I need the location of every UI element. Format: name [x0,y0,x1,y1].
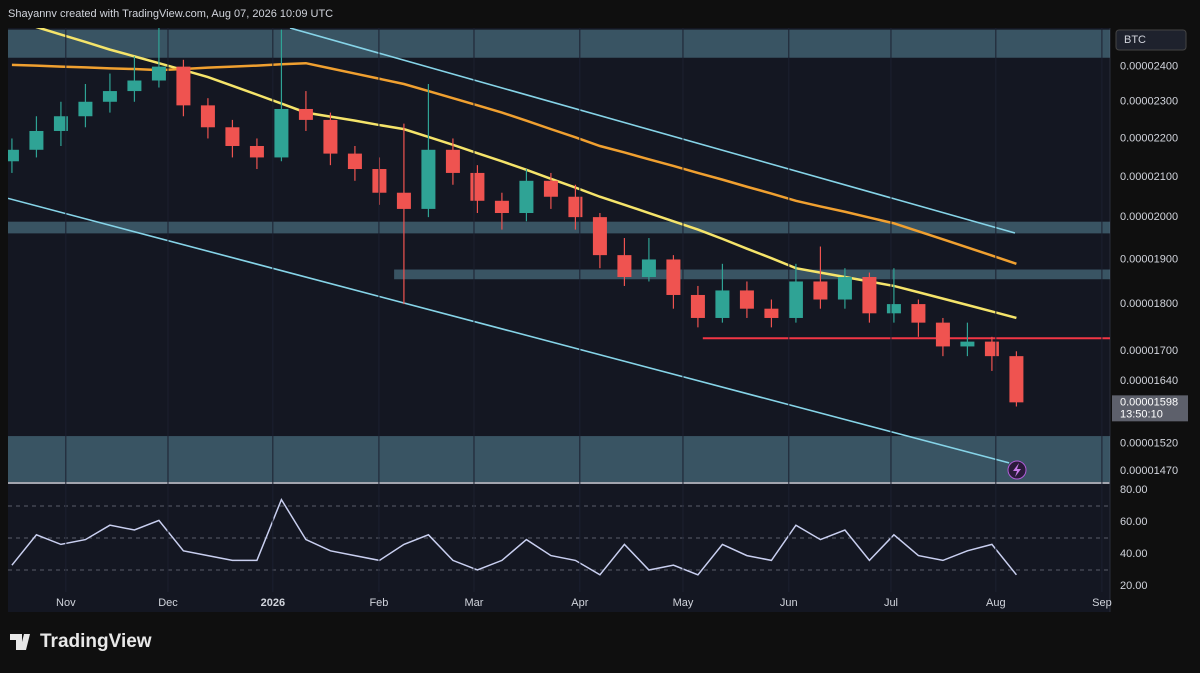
candle-body [911,304,926,323]
brand: TradingView [40,631,152,652]
x-tick-label: Jul [884,597,898,609]
zone [8,29,1110,58]
rsi-tick-label: 80.00 [1120,484,1148,496]
x-tick-label: Nov [56,597,76,609]
brand-logo [10,634,30,650]
candle-body [666,259,681,295]
candle-body [78,101,93,117]
candle-body [323,119,338,154]
candle-body [225,127,240,146]
x-tick-label: Aug [986,597,1006,609]
symbol-box [1115,29,1187,51]
candle-body [543,180,558,197]
candle-body [739,290,754,309]
y-tick-label: 0.00001800 [1120,298,1178,310]
zone [8,436,1110,482]
y-tick-label: 0.00002300 [1120,96,1178,108]
price-box [1112,395,1188,422]
symbol-label: BTC [1124,34,1146,46]
header: Shayannv created with TradingView.com, A… [8,8,333,20]
candle-body [200,105,215,128]
x-tick-label: Apr [571,597,588,609]
candle-body [421,149,436,209]
candle-body [176,66,191,106]
candle-body [813,281,828,300]
y-tick-label: 0.00001640 [1120,375,1178,387]
rsi-tick-label: 20.00 [1120,580,1148,592]
candle-body [519,180,534,214]
candle-body [8,149,19,162]
candle-body [249,145,264,158]
y-tick-label: 0.00002100 [1120,171,1178,183]
candle-body [788,281,803,318]
candle-body [151,66,166,81]
candle-body [935,322,950,347]
x-tick-label: Mar [465,597,484,609]
candle-body [617,255,632,278]
chart-bg [8,28,1110,612]
x-tick-label: Sep [1092,597,1112,609]
alert-bolt [1013,463,1021,477]
y-tick-label: 0.00001900 [1120,253,1178,265]
x-tick-label: Feb [369,597,388,609]
y-tick-label: 0.00002200 [1120,132,1178,144]
candle-body [347,153,362,170]
rsi-tick-label: 40.00 [1120,548,1148,560]
candle-body [29,130,44,150]
countdown: 13:50:10 [1120,408,1163,420]
candle-body [568,196,583,218]
rsi-line [11,497,1017,576]
candle-body [396,192,411,209]
zone [394,269,1110,280]
candle-body [102,91,117,102]
candle-body [1009,356,1024,403]
candle-body [274,108,289,158]
x-tick-label: Jun [780,597,798,609]
candle-body [886,304,901,314]
rsi-tick-label: 60.00 [1120,516,1148,528]
candle-body [960,341,975,347]
y-tick-label: 0.00002400 [1120,61,1178,73]
y-tick-label: 0.00002000 [1120,211,1178,223]
candle-body [592,217,607,256]
candle-body [494,200,509,214]
candle-body [690,294,705,318]
candle-body [862,277,877,314]
zone [8,221,1110,234]
candle-body [53,116,68,131]
candle-body [641,259,656,278]
candle-body [764,308,779,318]
candle-body [445,149,460,173]
x-tick-label: May [673,597,694,609]
candle-body [837,277,852,300]
y-tick-label: 0.00001470 [1120,465,1178,477]
candle-body [298,108,313,120]
candle-body [715,290,730,318]
last-price: 0.00001598 [1120,396,1178,408]
candle-body [127,80,142,92]
channel-line [289,28,1016,234]
y-tick-label: 0.00001520 [1120,438,1178,450]
candle-body [984,341,999,357]
x-tick-label: Dec [158,597,178,609]
channel-line [8,197,1010,464]
x-tick-label: 2026 [261,597,285,609]
y-tick-label: 0.00001700 [1120,345,1178,357]
candle-body [470,172,485,201]
